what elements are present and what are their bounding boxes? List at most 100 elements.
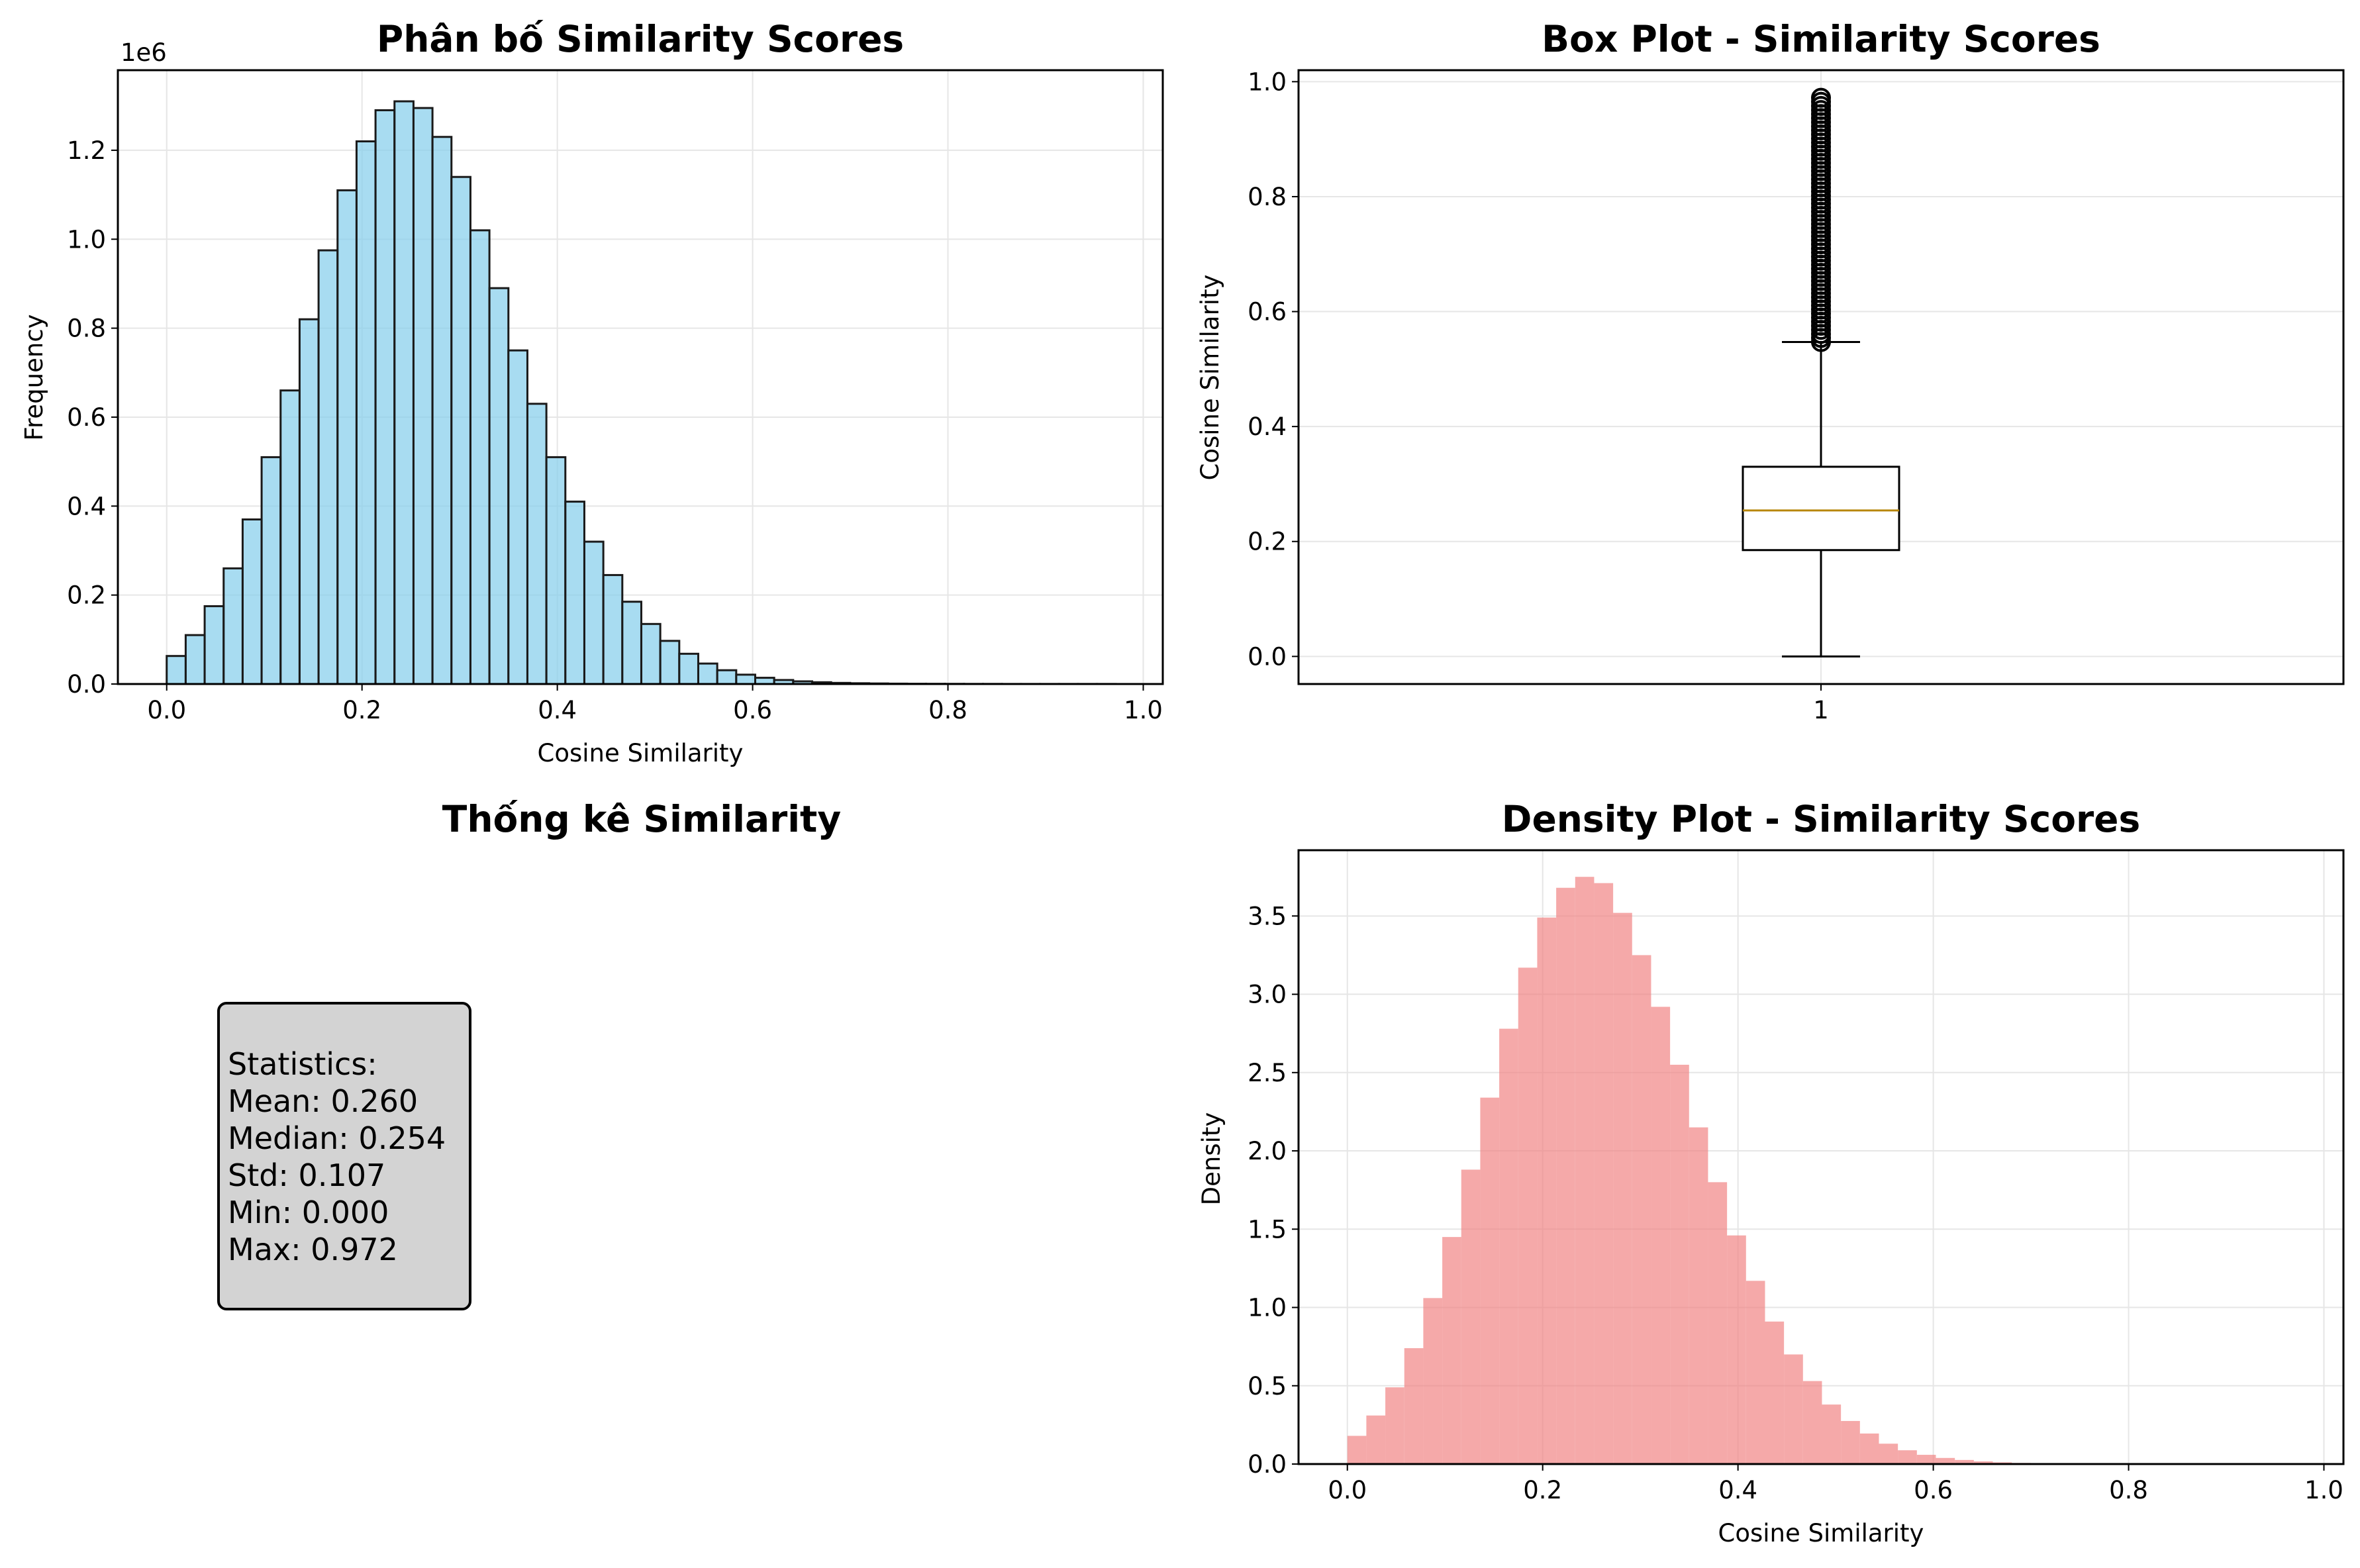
bar [1670, 1064, 1689, 1464]
bar [1347, 1436, 1367, 1464]
bar [1404, 1348, 1424, 1464]
bar [1537, 917, 1557, 1464]
boxplot-ylabel: Cosine Similarity [1196, 275, 1224, 481]
bar [1708, 1182, 1728, 1464]
histogram-ylabel: Frequency [20, 314, 48, 440]
bar [279, 389, 301, 685]
density-xlabel: Cosine Similarity [1718, 1519, 1924, 1547]
y-tick-label: 1.0 [67, 225, 106, 254]
bar [1423, 1298, 1443, 1464]
bar [545, 456, 567, 685]
bar [1385, 1387, 1404, 1464]
outlier-point [1811, 87, 1831, 108]
bar [1916, 1455, 1936, 1464]
bar [621, 601, 642, 685]
bar [640, 622, 662, 685]
bar [1575, 877, 1595, 1464]
bar [393, 100, 415, 685]
y-tick-label: 0.8 [1248, 183, 1287, 211]
histogram-xlabel: Cosine Similarity [538, 739, 744, 767]
bar [166, 655, 187, 685]
y-tick-label: 1.0 [1248, 1294, 1287, 1322]
bar [1822, 1404, 1842, 1464]
bar [1594, 883, 1614, 1464]
bar [412, 107, 434, 685]
density-bars [1347, 877, 2297, 1464]
histogram-bars [166, 100, 1117, 685]
boxplot-panel: 0.0 0.2 0.4 0.6 0.8 1.0 1 Box Plot - Similarit… [1196, 18, 2345, 724]
x-tick-label: 0.8 [928, 696, 967, 724]
histogram-ticks: 0.0 0.2 0.4 0.6 0.8 1.0 0.0 0.2 0.4 0.6 0.8 1.0 1.2 [67, 136, 1163, 724]
bar [1936, 1457, 1955, 1464]
bar [222, 567, 244, 685]
iqr-box [1742, 466, 1900, 552]
stats-median: Median: 0.254 [228, 1120, 446, 1156]
bar [678, 652, 699, 685]
y-tick-label: 0.0 [67, 670, 106, 699]
boxplot-ticks: 0.0 0.2 0.4 0.6 0.8 1.0 1 [1248, 68, 1829, 724]
bar [469, 229, 491, 685]
bar [659, 640, 681, 685]
histogram-title: Phân bố Similarity Scores [377, 18, 904, 60]
bar [241, 518, 263, 685]
y-tick-label: 0.0 [1248, 1450, 1287, 1479]
bar [336, 189, 358, 685]
x-tick-label: 0.6 [1914, 1476, 1953, 1504]
bar [1613, 912, 1632, 1464]
bar [1366, 1415, 1386, 1464]
boxplot-title: Box Plot - Similarity Scores [1542, 18, 2100, 60]
bar [260, 456, 282, 685]
y-tick-label: 0.8 [67, 315, 106, 343]
x-tick-label: 1.0 [2304, 1476, 2343, 1504]
bar [1689, 1127, 1708, 1464]
bar [1461, 1169, 1481, 1464]
bar [716, 669, 738, 685]
density-frame [1297, 849, 2345, 1465]
bar [298, 318, 320, 685]
y-tick-label: 0.6 [67, 403, 106, 432]
bar [1745, 1281, 1765, 1464]
x-tick-label: 0.6 [733, 696, 772, 724]
bar [1841, 1420, 1860, 1464]
bar [1499, 1028, 1518, 1464]
x-tick-label: 0.0 [1328, 1476, 1367, 1504]
y-tick-label: 0.2 [67, 581, 106, 610]
bar [1973, 1461, 1993, 1464]
y-tick-label: 3.5 [1248, 902, 1287, 930]
bar [1442, 1237, 1461, 1464]
histogram-panel: 0.0 0.2 0.4 0.6 0.8 1.00.00.20.40.60.81.01.2 … [20, 18, 1164, 767]
y-tick-label: 0.5 [1248, 1372, 1287, 1400]
density-ticks: 0.0 0.2 0.4 0.6 0.8 1.0 0.0 0.5 1.0 1.5 2.0 2.5 3.0 3… [1248, 902, 2343, 1504]
histogram-offset-label: 1e6 [121, 38, 167, 67]
stats-title: Thống kê Similarity [442, 798, 841, 840]
x-tick-label: 0.8 [2109, 1476, 2148, 1504]
bar [184, 634, 206, 685]
y-tick-label: 1.2 [67, 136, 106, 165]
bar [1859, 1433, 1879, 1464]
bar [583, 540, 605, 685]
bar [431, 136, 453, 685]
bar [1651, 1006, 1671, 1464]
y-tick-label: 3.0 [1248, 981, 1287, 1009]
y-tick-label: 0.0 [1248, 642, 1287, 671]
bar [526, 403, 548, 685]
bar [317, 249, 339, 685]
bar [602, 573, 624, 685]
y-tick-label: 0.4 [67, 492, 106, 520]
density-panel: 0.0 0.2 0.4 0.6 0.8 1.0 0.0 0.5 1.0 1.5 2.0 2.5 3.0 3… [1197, 798, 2345, 1547]
bar [355, 140, 377, 685]
bar [1955, 1459, 1974, 1464]
x-tick-label: 0.2 [1523, 1476, 1562, 1504]
bar [374, 109, 396, 685]
x-tick-label: 0.0 [147, 696, 186, 724]
bar [1898, 1450, 1917, 1464]
bar [735, 673, 756, 685]
bar [564, 501, 585, 685]
histogram-grid [118, 70, 1163, 685]
bar [1784, 1354, 1803, 1464]
histogram-frame [117, 69, 1164, 685]
bar [488, 287, 510, 685]
bar [450, 175, 471, 685]
y-tick-label: 2.0 [1248, 1137, 1287, 1165]
